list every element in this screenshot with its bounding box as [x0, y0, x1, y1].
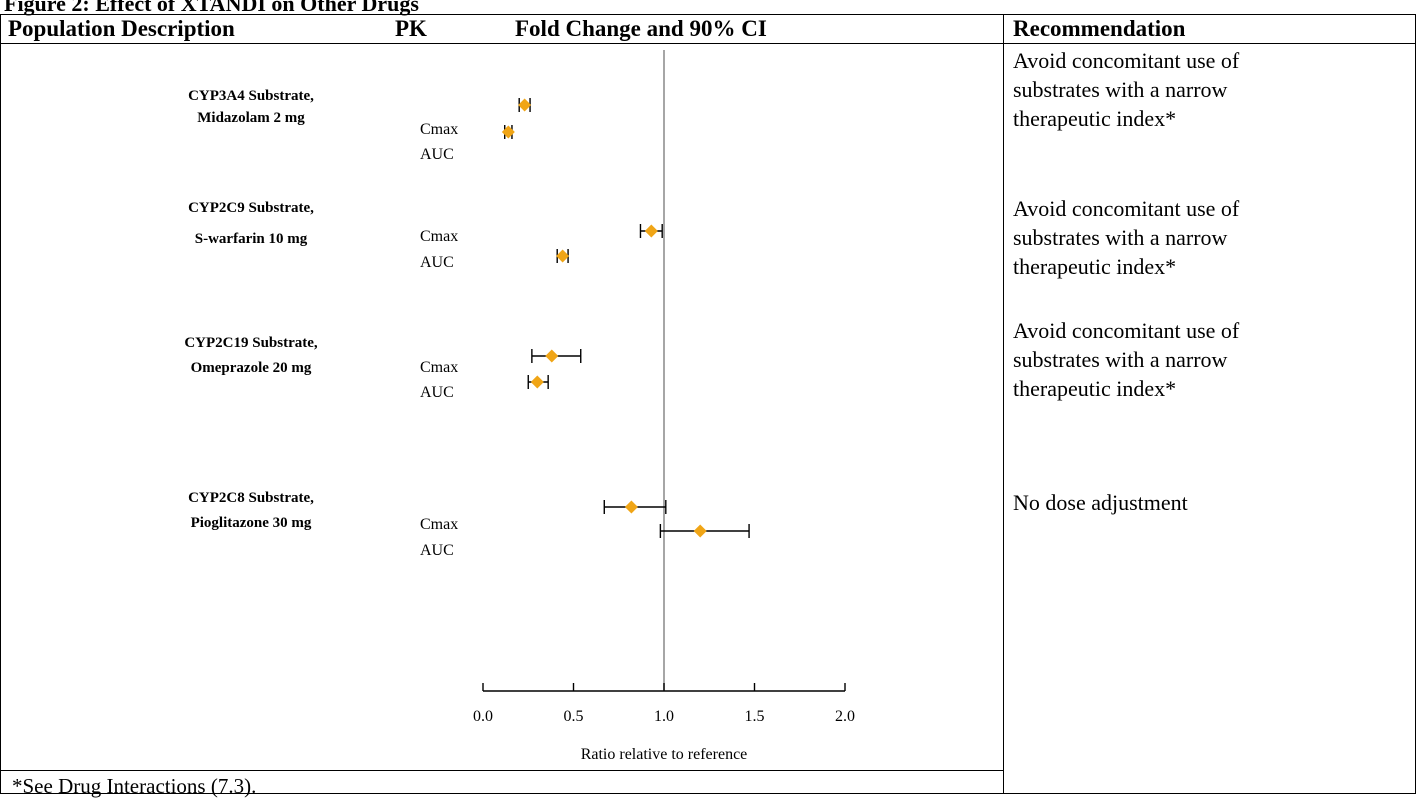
- recommendation-line: therapeutic index*: [1013, 376, 1177, 401]
- forest-plot: CYP3A4 Substrate, Midazolam 2 mg Cmax AUC CY…: [184, 50, 855, 763]
- column-divider: [1003, 14, 1004, 794]
- header-fold-change: Fold Change and 90% CI: [515, 16, 767, 41]
- x-tick-label: 0.0: [473, 708, 493, 725]
- point-estimate-marker: [545, 349, 559, 363]
- recommendation-line: Avoid concomitant use of: [1013, 196, 1240, 221]
- header-recommendation: Recommendation: [1013, 16, 1186, 41]
- x-tick-label: 0.5: [564, 708, 584, 725]
- point-estimate-marker: [624, 500, 638, 514]
- pk-label: Cmax: [420, 359, 458, 376]
- pk-label: Cmax: [420, 121, 458, 138]
- population-label: Omeprazole 20 mg: [191, 360, 312, 376]
- pk-label: Cmax: [420, 228, 458, 245]
- recommendation-line: Avoid concomitant use of: [1013, 318, 1240, 343]
- x-tick-label: 1.0: [654, 708, 674, 725]
- population-label: CYP2C19 Substrate,: [184, 335, 318, 351]
- population-label: Pioglitazone 30 mg: [191, 515, 312, 531]
- population-label: Midazolam 2 mg: [197, 110, 305, 126]
- recommendation-line: substrates with a narrow: [1013, 77, 1228, 102]
- point-estimate-marker: [530, 375, 544, 389]
- x-axis-title: Ratio relative to reference: [581, 746, 748, 763]
- point-estimate-marker: [518, 98, 532, 112]
- x-tick-label: 1.5: [745, 708, 765, 725]
- recommendation-line: substrates with a narrow: [1013, 225, 1228, 250]
- pk-label: AUC: [420, 542, 454, 559]
- population-label: CYP2C8 Substrate,: [188, 490, 314, 506]
- footnote: *See Drug Interactions (7.3).: [12, 774, 257, 798]
- recommendation-3: Avoid concomitant use of substrates with…: [1013, 316, 1408, 403]
- recommendation-line: substrates with a narrow: [1013, 347, 1228, 372]
- recommendation-line: Avoid concomitant use of: [1013, 48, 1240, 73]
- recommendation-2: Avoid concomitant use of substrates with…: [1013, 194, 1408, 281]
- population-label: S-warfarin 10 mg: [195, 231, 308, 247]
- x-tick-label: 2.0: [835, 708, 855, 725]
- point-estimate-marker: [501, 125, 515, 139]
- point-estimate-marker: [644, 224, 658, 238]
- recommendation-1: Avoid concomitant use of substrates with…: [1013, 46, 1408, 133]
- header-population: Population Description: [8, 16, 235, 41]
- recommendation-line: therapeutic index*: [1013, 106, 1177, 131]
- pk-label: AUC: [420, 146, 454, 163]
- header-pk: PK: [395, 16, 427, 41]
- recommendation-4: No dose adjustment: [1013, 488, 1408, 517]
- population-label: CYP3A4 Substrate,: [188, 88, 314, 104]
- point-estimate-marker: [556, 249, 570, 263]
- population-label: CYP2C9 Substrate,: [188, 200, 314, 216]
- point-estimate-marker: [693, 524, 707, 538]
- pk-label: Cmax: [420, 516, 458, 533]
- header-row-divider: [0, 43, 1416, 44]
- figure-caption: Figure 2: Effect of XTANDI on Other Drug…: [4, 0, 419, 16]
- recommendation-line: No dose adjustment: [1013, 490, 1188, 515]
- pk-label: AUC: [420, 384, 454, 401]
- recommendation-line: therapeutic index*: [1013, 254, 1177, 279]
- footnote-divider: [0, 770, 1003, 771]
- pk-label: AUC: [420, 254, 454, 271]
